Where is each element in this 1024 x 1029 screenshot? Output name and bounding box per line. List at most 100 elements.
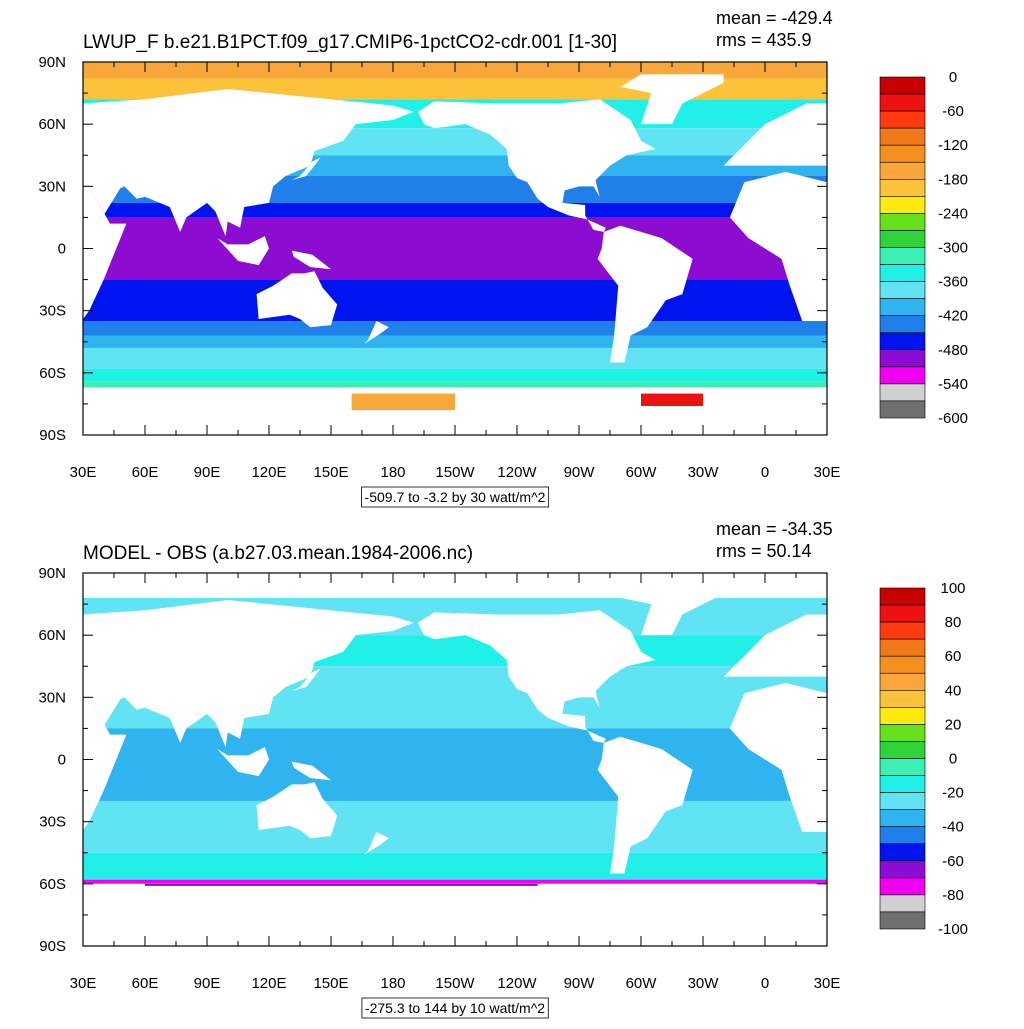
- land-mask: [291, 250, 331, 270]
- colorbar-box: [879, 332, 926, 351]
- colorbar-box: [879, 724, 926, 742]
- land-mask: [597, 225, 693, 363]
- colorbar-box: [879, 843, 926, 862]
- colorbar-box: [879, 707, 926, 725]
- rms-stat: rms = 435.9: [716, 30, 812, 50]
- colorbar-label: 20: [945, 716, 962, 733]
- colorbar-box: [879, 826, 926, 845]
- lat-label: 60S: [39, 876, 66, 893]
- colorbar-box: [879, 638, 926, 657]
- land-mask: [620, 585, 724, 636]
- colorbar-box: [879, 877, 926, 896]
- map-field: [83, 573, 827, 946]
- colorbar-label: -20: [942, 785, 964, 802]
- colorbar-label: 40: [945, 682, 962, 699]
- colorbar-box: [879, 179, 926, 197]
- colorbar-box: [879, 366, 926, 385]
- land-mask: [256, 271, 338, 328]
- lon-label: 180: [380, 464, 405, 481]
- colorbar-box: [879, 298, 926, 316]
- map-panel: MODEL - OBS (a.b27.03.mean.1984-2006.nc)…: [38, 519, 968, 1019]
- lon-label: 60E: [132, 975, 159, 992]
- contour-band: [83, 347, 827, 369]
- lon-label: 60W: [626, 975, 658, 992]
- lon-label: 30E: [814, 464, 841, 481]
- lat-label: 60N: [38, 627, 66, 644]
- lon-label: 90W: [564, 464, 596, 481]
- colorbar-box: [879, 672, 926, 691]
- colorbar-box: [879, 400, 926, 419]
- land-mask: [83, 599, 414, 748]
- map-field: [83, 62, 827, 435]
- colorbar-box: [879, 264, 926, 282]
- colorbar-label: -100: [938, 921, 968, 938]
- lon-label: 90W: [564, 975, 596, 992]
- lat-label: 90S: [39, 427, 66, 444]
- lon-label: 30E: [814, 975, 841, 992]
- land-mask: [729, 682, 827, 833]
- colorbar-box: [879, 161, 926, 180]
- lon-label: 60E: [132, 464, 159, 481]
- range-note: -275.3 to 144 by 10 watt/m^2: [365, 1000, 545, 1016]
- land-mask: [291, 761, 331, 781]
- contour-band: [83, 883, 827, 946]
- colorbar-box: [879, 196, 926, 214]
- colorbar-label: -540: [938, 376, 968, 393]
- land-mask: [417, 610, 656, 743]
- lon-label: 150E: [313, 975, 348, 992]
- colorbar-box: [879, 621, 926, 640]
- colorbar-label: -480: [938, 342, 968, 359]
- lon-label: 30W: [688, 464, 720, 481]
- colorbar-box: [879, 93, 926, 112]
- colorbar-label: -300: [938, 240, 968, 257]
- colorbar-box: [879, 127, 926, 146]
- lon-label: 180: [380, 975, 405, 992]
- contour-band: [83, 202, 827, 218]
- colorbar-box: [879, 775, 926, 793]
- colorbar-box: [879, 587, 926, 606]
- lon-label: 120W: [497, 464, 537, 481]
- lon-label: 150W: [435, 975, 475, 992]
- colorbar-box: [879, 349, 926, 368]
- colorbar-box: [879, 911, 926, 930]
- colorbar-box: [879, 281, 926, 299]
- lon-label: 90E: [194, 975, 221, 992]
- colorbar-box: [879, 144, 926, 163]
- lon-label: 120W: [497, 975, 537, 992]
- colorbar-box: [879, 383, 926, 402]
- lat-label: 0: [58, 241, 66, 258]
- mean-stat: mean = -34.35: [716, 519, 833, 539]
- colorbar-label: -60: [942, 103, 964, 120]
- colorbar-label: 80: [945, 614, 962, 631]
- colorbar-label: 60: [945, 648, 962, 665]
- land-mask: [364, 321, 389, 344]
- colorbar-label: -80: [942, 887, 964, 904]
- colorbar-box: [879, 809, 926, 828]
- colorbar-box: [879, 689, 926, 708]
- land-mask: [729, 171, 827, 322]
- lon-label: 60W: [626, 464, 658, 481]
- lat-label: 90N: [38, 565, 66, 582]
- land-mask: [597, 736, 693, 874]
- colorbar-label: -60: [942, 853, 964, 870]
- contour-band: [83, 852, 827, 880]
- lat-label: 30N: [38, 689, 66, 706]
- colorbar-box: [879, 247, 926, 265]
- land-mask: [723, 103, 827, 166]
- colorbar-box: [879, 758, 926, 776]
- lon-label: 120E: [251, 975, 286, 992]
- land-mask: [83, 182, 127, 319]
- lat-label: 30S: [39, 303, 66, 320]
- contour-band: [83, 879, 827, 884]
- lon-label: 0: [761, 975, 769, 992]
- colorbar-label: -600: [938, 410, 968, 427]
- contour-band: [83, 321, 827, 336]
- lat-label: 0: [58, 752, 66, 769]
- colorbar-box: [879, 741, 926, 759]
- lon-label: 150W: [435, 464, 475, 481]
- colorbar-box: [879, 76, 926, 95]
- lat-label: 30N: [38, 178, 66, 195]
- rms-stat: rms = 50.14: [716, 541, 812, 561]
- contour-patch: [351, 393, 455, 411]
